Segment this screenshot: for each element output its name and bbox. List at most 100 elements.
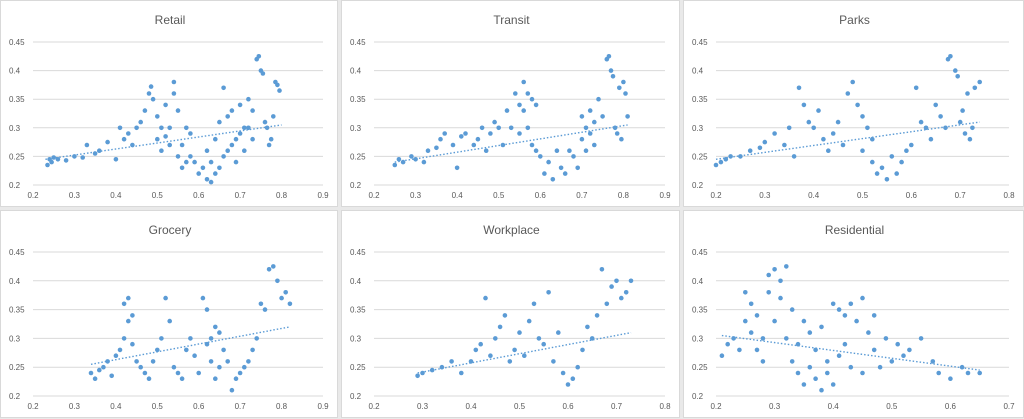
data-point bbox=[175, 154, 181, 159]
data-point bbox=[536, 336, 542, 341]
data-point bbox=[825, 359, 830, 364]
data-point bbox=[146, 91, 152, 96]
x-tick-label: 0.5 bbox=[514, 402, 526, 411]
data-point bbox=[895, 341, 900, 347]
data-point bbox=[221, 347, 226, 353]
data-point bbox=[526, 318, 532, 324]
data-point bbox=[813, 376, 818, 381]
data-point bbox=[604, 301, 610, 307]
data-point bbox=[179, 376, 185, 381]
y-tick-label: 0.3 bbox=[350, 124, 362, 133]
data-point bbox=[826, 148, 831, 153]
data-point bbox=[121, 336, 127, 341]
data-point bbox=[848, 301, 854, 307]
data-point bbox=[965, 370, 971, 376]
data-point bbox=[743, 318, 748, 324]
data-point bbox=[957, 119, 963, 125]
data-point bbox=[760, 336, 766, 341]
data-point bbox=[130, 341, 135, 347]
data-point bbox=[587, 131, 593, 136]
data-point bbox=[795, 370, 801, 376]
data-point bbox=[438, 136, 443, 142]
x-tick-label: 0.5 bbox=[152, 402, 164, 411]
data-point bbox=[167, 318, 172, 324]
data-point bbox=[471, 142, 477, 148]
data-point bbox=[171, 79, 177, 85]
data-point bbox=[217, 330, 222, 335]
data-point bbox=[117, 347, 123, 353]
x-tick-label: 0.6 bbox=[535, 191, 547, 200]
data-point bbox=[571, 154, 576, 159]
data-point bbox=[977, 79, 982, 85]
data-point bbox=[121, 136, 127, 142]
data-point bbox=[830, 382, 836, 387]
data-point bbox=[130, 142, 135, 148]
data-point bbox=[754, 313, 760, 318]
data-point bbox=[580, 347, 585, 353]
x-tick-label: 0.6 bbox=[193, 402, 205, 411]
data-point bbox=[517, 330, 522, 335]
data-point bbox=[250, 108, 255, 113]
data-point bbox=[923, 125, 929, 131]
chart-panel-transit: Transit 0.2 0.25 0.3 0.35 0.4 0.45 0.2 0.3 0.4 0.5… bbox=[341, 0, 680, 207]
data-point bbox=[155, 114, 160, 119]
data-point bbox=[254, 336, 259, 341]
data-point bbox=[63, 158, 69, 163]
data-point bbox=[229, 387, 235, 393]
data-point bbox=[596, 96, 601, 102]
y-tick-label: 0.3 bbox=[9, 334, 21, 343]
data-point bbox=[208, 179, 214, 185]
data-point bbox=[246, 359, 251, 364]
data-point bbox=[475, 136, 481, 142]
x-tick-label: 0.3 bbox=[759, 191, 771, 200]
data-point bbox=[171, 364, 177, 370]
data-point bbox=[556, 330, 561, 335]
data-point bbox=[192, 353, 197, 358]
data-point bbox=[762, 139, 768, 145]
scatter-chart-residential: Residential 0.2 0.25 0.3 0.35 0.4 0.45 0.2 0.3 0.… bbox=[692, 223, 1015, 411]
y-tick-label: 0.25 bbox=[692, 152, 708, 161]
x-tick-label: 0.4 bbox=[110, 191, 122, 200]
data-point bbox=[517, 102, 522, 108]
data-point bbox=[754, 347, 760, 353]
data-point bbox=[49, 159, 54, 165]
data-point bbox=[200, 295, 206, 301]
data-point bbox=[889, 359, 895, 364]
data-point bbox=[789, 307, 795, 312]
data-point bbox=[196, 370, 201, 376]
data-point bbox=[747, 148, 753, 153]
data-point bbox=[737, 347, 742, 353]
data-point bbox=[870, 136, 875, 142]
scatter-chart-workplace: Workplace 0.2 0.25 0.3 0.35 0.4 0.45 0.2 0.3 0.4 0… bbox=[350, 223, 671, 411]
data-point bbox=[567, 148, 572, 153]
chart-title: Residential bbox=[825, 223, 884, 237]
data-point bbox=[179, 142, 185, 148]
x-tick-label: 0.3 bbox=[69, 191, 81, 200]
data-point bbox=[854, 318, 859, 324]
data-point bbox=[550, 177, 556, 182]
data-point bbox=[865, 125, 870, 131]
data-point bbox=[789, 359, 795, 364]
x-tick-label: 0.4 bbox=[808, 191, 820, 200]
data-point bbox=[884, 177, 890, 182]
y-tick-label: 0.4 bbox=[9, 277, 21, 286]
data-point bbox=[105, 359, 110, 364]
data-point bbox=[801, 102, 807, 108]
data-point bbox=[766, 272, 771, 278]
data-point bbox=[565, 382, 571, 387]
data-point bbox=[126, 318, 131, 324]
chart-panel-parks: Parks 0.2 0.25 0.3 0.35 0.4 0.45 0.2 0.3 0.4 0.5 0.… bbox=[683, 0, 1024, 207]
data-point bbox=[208, 159, 214, 165]
data-point bbox=[965, 91, 970, 96]
x-tick-label: 0.3 bbox=[769, 402, 781, 411]
data-point bbox=[283, 290, 289, 295]
data-point bbox=[213, 376, 218, 381]
y-tick-label: 0.4 bbox=[692, 67, 704, 76]
data-point bbox=[192, 159, 197, 165]
data-point bbox=[807, 330, 813, 335]
y-tick-label: 0.35 bbox=[692, 306, 708, 315]
data-point bbox=[242, 148, 247, 153]
data-point bbox=[45, 162, 50, 168]
data-point bbox=[592, 119, 597, 125]
data-point bbox=[138, 119, 143, 125]
